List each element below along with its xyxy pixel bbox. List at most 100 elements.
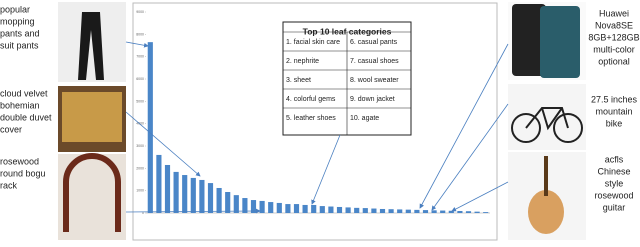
y-tick-label: 5000 <box>136 99 144 103</box>
phone-back <box>512 4 546 76</box>
bar <box>414 209 420 213</box>
bar <box>397 209 403 213</box>
duvet-shape <box>62 92 122 142</box>
bar <box>225 192 231 213</box>
table-cell: 9. down jacket <box>350 96 395 103</box>
bar <box>405 209 411 213</box>
arrow <box>311 134 341 205</box>
bar <box>233 195 239 213</box>
bar <box>336 206 343 213</box>
pants-shape <box>78 12 104 80</box>
table-cell: 7. casual shoes <box>350 58 399 65</box>
plot: 0 1000 2000 3000 4000 5000 6000 7000 8000 9000 <box>136 10 490 215</box>
bar <box>388 209 394 213</box>
bar <box>440 210 446 213</box>
bar <box>379 208 386 213</box>
annotation: style <box>605 178 624 188</box>
bar <box>371 208 377 213</box>
bar <box>293 204 300 213</box>
annotation: round bogu <box>0 168 46 178</box>
annotation: cover <box>0 124 22 134</box>
bar <box>354 207 360 213</box>
table-cell: 6. casual pants <box>350 39 398 46</box>
arrow <box>431 103 509 211</box>
y-tick-label: 7000 <box>136 55 144 59</box>
y-tick-label: 1000 <box>136 189 144 193</box>
bar <box>190 177 196 213</box>
bar <box>199 179 205 213</box>
annotation: double duvet <box>0 112 52 122</box>
bar <box>328 206 334 213</box>
annotation: mountain <box>595 106 632 116</box>
y-tick-label: 3000 <box>136 144 144 148</box>
table-cell: 8. wool sweater <box>350 77 399 84</box>
bar <box>302 204 308 213</box>
bar <box>207 183 214 213</box>
annotation: acfls <box>605 154 624 164</box>
y-tick-label: 0 <box>142 211 144 215</box>
table-cell: 2. nephrite <box>286 58 319 65</box>
arrow <box>125 41 149 48</box>
annotation: multi-color <box>593 44 635 54</box>
annotation: Nova8SE <box>595 20 633 30</box>
bar <box>465 211 472 213</box>
table-cell: 4. colorful gems <box>286 96 336 103</box>
annotation: Chinese <box>597 166 630 176</box>
bar <box>182 175 188 213</box>
bike-wheel <box>511 113 541 143</box>
arrow <box>419 43 509 209</box>
annotation: pants and <box>0 28 40 38</box>
bar <box>250 200 257 213</box>
bar <box>156 154 162 213</box>
bar <box>483 212 489 213</box>
bar <box>242 198 248 213</box>
y-tick-label: 9000 <box>136 10 144 14</box>
table-cell: 1. facial skin care <box>286 39 340 46</box>
bar <box>319 206 325 213</box>
annotation: rosewood <box>0 156 39 166</box>
bar <box>164 164 171 213</box>
bar <box>216 187 222 213</box>
bar <box>276 202 282 213</box>
bar <box>362 208 368 213</box>
arrow <box>125 208 261 214</box>
bar <box>448 210 454 213</box>
annotation: 27.5 inches <box>591 94 638 104</box>
bar <box>474 211 480 213</box>
annotation: cloud velvet <box>0 88 48 98</box>
annotation: rosewood <box>594 190 633 200</box>
table-cell: 5. leather shoes <box>286 115 336 122</box>
guitar-body <box>528 190 564 234</box>
rack-shape <box>63 153 121 232</box>
annotation: mopping <box>0 16 35 26</box>
annotation: suit pants <box>0 40 39 50</box>
table-body: 1. facial skin care 6. casual pants 2. nep… <box>283 31 411 135</box>
bar <box>345 207 351 213</box>
bar <box>259 200 265 213</box>
bar <box>422 210 429 213</box>
annotations: popular mopping pants and suit pants cloud v… <box>0 4 640 212</box>
bike-frame <box>525 107 569 131</box>
bar <box>285 204 291 213</box>
table-cell: 10. agate <box>350 115 379 122</box>
figure: 0 1000 2000 3000 4000 5000 6000 7000 8000 9000 To… <box>0 2 640 241</box>
annotation: bike <box>606 118 623 128</box>
table-title: Top 10 leaf categories <box>303 26 392 36</box>
annotation: rack <box>0 180 18 190</box>
photo-bike <box>508 84 586 150</box>
annotation: 8GB+128GB <box>588 32 639 42</box>
bar <box>173 171 179 213</box>
bar <box>431 210 437 213</box>
bar <box>311 204 317 213</box>
bar <box>147 42 153 214</box>
bike-wheel <box>553 113 583 143</box>
table-cell: 3. sheet <box>286 77 311 84</box>
y-tick-label: 6000 <box>136 77 144 81</box>
annotation: bohemian <box>0 100 40 110</box>
arrow <box>451 181 509 212</box>
y-tick-label: 8000 <box>136 32 144 36</box>
annotation: popular <box>0 4 30 14</box>
bar <box>457 210 463 213</box>
arrow <box>125 111 201 177</box>
y-tick-label: 2000 <box>136 166 144 170</box>
